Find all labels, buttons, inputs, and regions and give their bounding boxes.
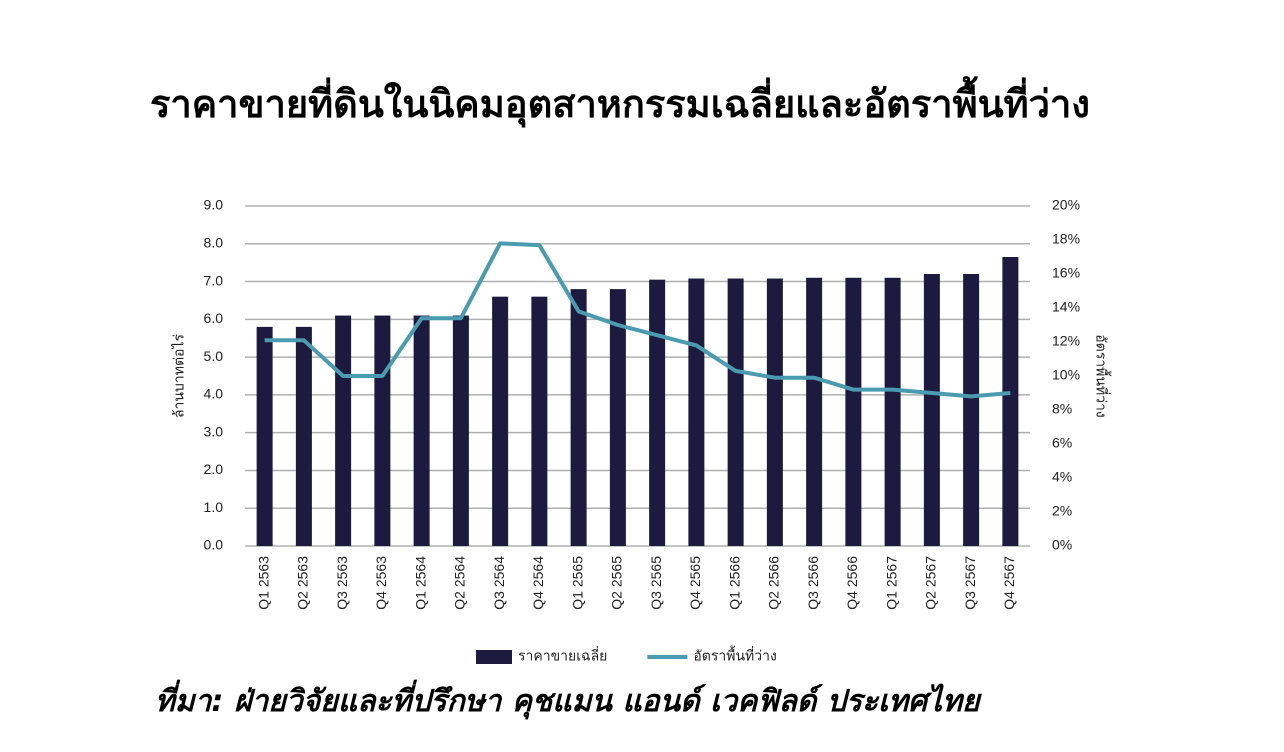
y-tick-label: 3.0	[204, 423, 224, 439]
x-tick-label: Q4 2563	[373, 556, 389, 610]
chart: 0.0 1.0 2.0 3.0 4.0 5.0 6.0 7.0 8.0 9.0 0% 2% 4% 6% 8%…	[171, 197, 1111, 664]
x-tick-label: Q3 2566	[805, 556, 821, 610]
x-tick-label: Q4 2567	[1001, 556, 1017, 610]
y2-axis-label: อัตราพื้นที่ว่าง	[1093, 334, 1111, 417]
chart-title: ราคาขายที่ดินในนิคมอุตสาหกรรมเฉลี่ยและอั…	[150, 82, 1090, 126]
y2-tick-label: 16%	[1052, 265, 1080, 281]
bar	[609, 289, 626, 546]
bar	[688, 278, 705, 546]
bar	[256, 326, 273, 546]
legend-swatch	[476, 650, 512, 664]
y2-tick-label: 0%	[1052, 537, 1072, 553]
x-tick-label: Q3 2564	[491, 556, 507, 610]
y2-tick-label: 12%	[1052, 333, 1080, 349]
x-tick-label: Q1 2563	[255, 556, 271, 610]
y2-tick-label: 18%	[1052, 231, 1080, 247]
x-tick-label: Q4 2566	[844, 556, 860, 610]
bar	[570, 289, 587, 546]
bar	[923, 274, 940, 546]
x-tick-label: Q1 2566	[726, 556, 742, 610]
bar	[413, 315, 430, 546]
y-tick-label: 4.0	[204, 386, 224, 402]
x-tick-label: Q2 2565	[609, 556, 625, 610]
x-tick-label: Q2 2566	[766, 556, 782, 610]
legend-label: อัตราพื้นที่ว่าง	[693, 646, 776, 664]
y2-tick-label: 8%	[1052, 401, 1072, 417]
bar	[649, 279, 666, 546]
bar	[452, 315, 469, 546]
x-tick-label: Q1 2565	[569, 556, 585, 610]
y-tick-label: 9.0	[204, 197, 224, 213]
legend-label: ราคาขายเฉลี่ย	[518, 647, 607, 664]
bar	[295, 326, 312, 546]
x-tick-label: Q3 2563	[334, 556, 350, 610]
y-tick-label: 2.0	[204, 461, 224, 477]
x-tick-label: Q4 2564	[530, 556, 546, 610]
bar	[374, 315, 391, 546]
y-tick-label: 7.0	[204, 272, 224, 288]
bar	[806, 277, 823, 546]
y2-tick-label: 4%	[1052, 469, 1072, 485]
bar	[531, 296, 548, 546]
bar	[492, 296, 509, 546]
y-tick-label: 1.0	[204, 499, 224, 515]
bar	[884, 277, 901, 546]
y-tick-label: 8.0	[204, 234, 224, 250]
bar	[766, 278, 783, 546]
bar	[963, 274, 980, 546]
bar	[727, 278, 744, 546]
x-tick-label: Q2 2564	[452, 556, 468, 610]
x-tick-label: Q4 2565	[687, 556, 703, 610]
bar	[335, 315, 352, 546]
y-axis-label: ล้านบาทต่อไร่	[171, 334, 187, 419]
x-tick-label: Q1 2567	[883, 556, 899, 610]
x-tick-label: Q3 2567	[962, 556, 978, 610]
y-tick-label: 5.0	[204, 348, 224, 364]
x-tick-label: Q2 2563	[295, 556, 311, 610]
y2-tick-label: 14%	[1052, 299, 1080, 315]
line	[264, 241, 1011, 399]
y2-tick-label: 10%	[1052, 367, 1080, 383]
source-note: ที่มา: ฝ่ายวิจัยและที่ปรึกษา คุชแมน แอนด…	[155, 684, 980, 719]
bar	[1002, 257, 1019, 546]
x-tick-label: Q1 2564	[412, 556, 428, 610]
bar	[845, 277, 862, 546]
x-tick-label: Q2 2567	[923, 556, 939, 610]
y2-tick-label: 6%	[1052, 435, 1072, 451]
y-tick-label: 6.0	[204, 310, 224, 326]
y-tick-label: 0.0	[204, 537, 224, 553]
y2-tick-label: 20%	[1052, 197, 1080, 213]
y2-tick-label: 2%	[1052, 503, 1072, 519]
x-tick-label: Q3 2565	[648, 556, 664, 610]
